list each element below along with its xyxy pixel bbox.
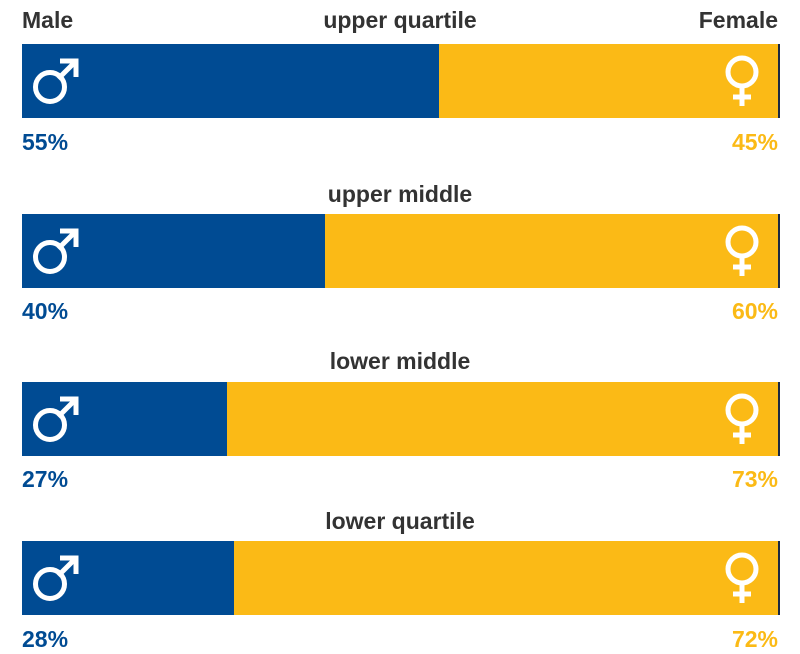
bar-female-segment [22,214,780,288]
bar-female-segment [22,541,780,615]
female-percent-label: 45% [731,129,778,155]
male-percent-label: 28% [22,626,69,652]
male-symbol-icon [30,54,82,108]
bar-male-segment [22,44,439,118]
male-percent-label: 40% [22,298,69,324]
bar-male-segment [22,541,234,615]
male-symbol-icon [30,224,82,278]
category-label: upper middle [327,181,473,207]
bar-edge [778,382,780,456]
male-percent-label: 55% [22,129,69,155]
bar-edge [778,541,780,615]
female-symbol-icon [716,224,768,278]
female-percent-label: 60% [731,298,778,324]
female-percent-label: 73% [731,466,778,492]
category-label: upper quartile [323,7,477,33]
bar-female-segment [22,44,780,118]
category-label: lower quartile [325,508,475,534]
male-percent-label: 27% [22,466,69,492]
male-symbol-icon [30,392,82,446]
bar-edge [778,214,780,288]
male-symbol-icon [30,551,82,605]
female-percent-label: 72% [731,626,778,652]
legend-male-label: Male [22,7,74,33]
bar-edge [778,44,780,118]
bar-male-segment [22,214,325,288]
bar-male-segment [22,382,227,456]
female-symbol-icon [716,392,768,446]
bar-female-segment [22,382,780,456]
female-symbol-icon [716,54,768,108]
category-label: lower middle [329,348,471,374]
legend-female-label: Female [698,7,778,33]
female-symbol-icon [716,551,768,605]
